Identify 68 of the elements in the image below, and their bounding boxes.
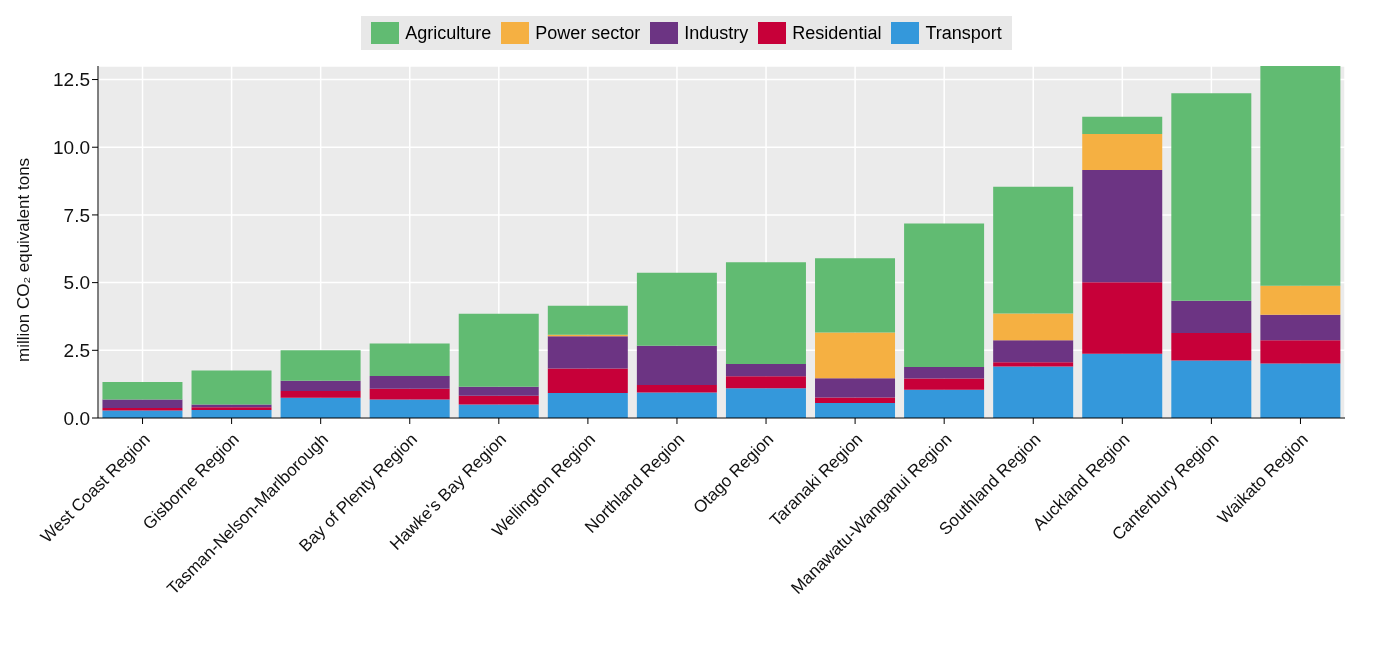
bar <box>725 376 806 389</box>
y-tick-label: 2.5 <box>63 340 90 362</box>
bar <box>904 223 985 368</box>
bar <box>458 395 539 405</box>
bar <box>369 343 450 377</box>
bar <box>1082 169 1163 283</box>
bar <box>1171 360 1252 418</box>
bar <box>369 399 450 418</box>
legend-label: Agriculture <box>405 22 492 44</box>
bar <box>904 378 985 390</box>
bar <box>1171 332 1252 361</box>
bar <box>1260 340 1341 364</box>
bar <box>280 397 361 418</box>
bar <box>636 384 717 393</box>
bar <box>1260 285 1341 315</box>
bar <box>102 381 183 400</box>
bar <box>191 370 272 405</box>
bar <box>458 404 539 418</box>
bar <box>636 392 717 418</box>
y-tick-label: 10.0 <box>53 136 90 158</box>
y-tick-label: 5.0 <box>63 272 90 294</box>
bar <box>1082 282 1163 354</box>
bar <box>102 410 183 418</box>
bar <box>1082 133 1163 170</box>
bar <box>815 378 896 398</box>
bar <box>547 336 628 369</box>
bar <box>904 367 985 379</box>
legend-label: Power sector <box>535 22 641 44</box>
bar <box>815 397 896 404</box>
bar <box>993 313 1074 341</box>
bar <box>636 345 717 385</box>
bar <box>102 399 183 408</box>
bar <box>725 364 806 377</box>
bar <box>815 332 896 379</box>
bar <box>547 393 628 418</box>
bar <box>458 313 539 387</box>
y-tick-label: 7.5 <box>63 204 90 226</box>
legend-label: Industry <box>684 22 749 44</box>
y-tick-label: 0.0 <box>63 407 90 429</box>
bar <box>280 350 361 381</box>
bar <box>725 388 806 418</box>
bar <box>369 388 450 400</box>
bar <box>993 362 1074 367</box>
bar <box>1082 116 1163 134</box>
bar <box>1171 93 1252 301</box>
bar <box>993 186 1074 314</box>
y-tick-label: 12.5 <box>53 69 90 91</box>
legend-label: Residential <box>792 22 882 44</box>
bar <box>280 380 361 391</box>
legend-label: Transport <box>925 22 1002 44</box>
bar <box>904 389 985 418</box>
bar <box>725 262 806 365</box>
bar <box>1171 300 1252 333</box>
bar <box>1260 363 1341 418</box>
bar <box>280 390 361 398</box>
bar <box>815 258 896 333</box>
bar <box>547 368 628 394</box>
bar <box>815 403 896 418</box>
bar <box>1082 353 1163 418</box>
bar <box>458 386 539 396</box>
bar <box>993 366 1074 418</box>
bar <box>636 272 717 346</box>
bar <box>547 305 628 335</box>
bar <box>369 376 450 389</box>
bar <box>1260 314 1341 341</box>
bar <box>1260 66 1341 286</box>
y-axis-title: million CO₂ equivalent tons <box>14 157 34 362</box>
bar <box>993 340 1074 363</box>
